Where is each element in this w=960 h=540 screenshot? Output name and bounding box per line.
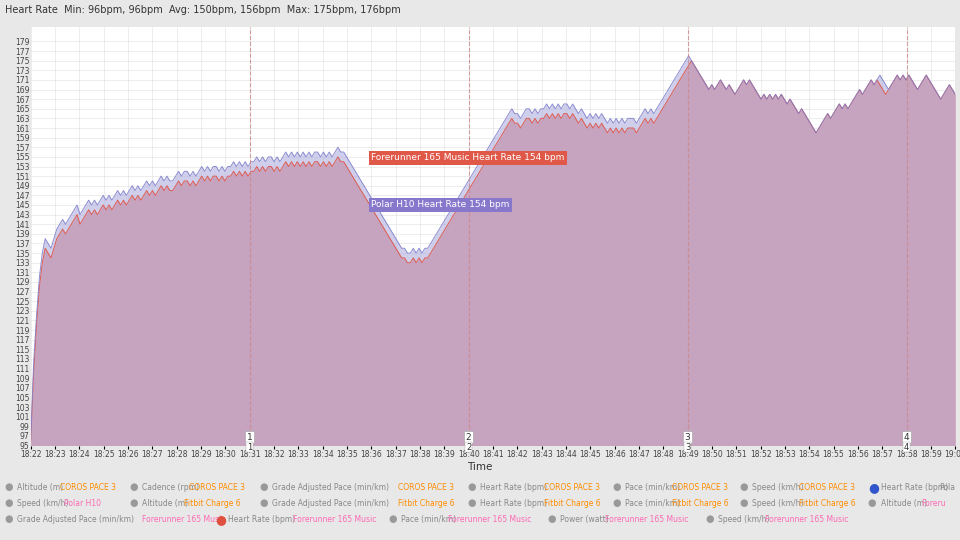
Text: ●: ● [259, 498, 268, 508]
Text: ●: ● [215, 513, 226, 526]
Text: Forerunner 165 Music: Forerunner 165 Music [765, 515, 849, 524]
Text: Polar H10: Polar H10 [64, 499, 102, 508]
Text: Heart Rate (bpm): Heart Rate (bpm) [228, 515, 296, 524]
Text: COROS PACE 3: COROS PACE 3 [189, 483, 245, 491]
Text: 3: 3 [684, 443, 690, 451]
Text: Grade Adjusted Pace (min/km): Grade Adjusted Pace (min/km) [272, 499, 389, 508]
Text: Pace (min/km): Pace (min/km) [625, 483, 680, 491]
Text: Cadence (rpm): Cadence (rpm) [142, 483, 199, 491]
Text: ●: ● [547, 515, 556, 524]
Text: ●: ● [739, 498, 748, 508]
Text: 2: 2 [466, 433, 471, 442]
Text: Forerunner 165 Music: Forerunner 165 Music [293, 515, 376, 524]
Text: COROS PACE 3: COROS PACE 3 [60, 483, 115, 491]
Text: Altitude (m): Altitude (m) [17, 483, 63, 491]
Text: 2: 2 [466, 443, 471, 451]
Text: Polar H10 Heart Rate 154 bpm: Polar H10 Heart Rate 154 bpm [372, 200, 510, 210]
Text: 1: 1 [247, 433, 252, 442]
Text: 4: 4 [903, 433, 909, 442]
Text: ●: ● [259, 482, 268, 492]
Text: Speed (km/h): Speed (km/h) [718, 515, 770, 524]
Text: ●: ● [130, 482, 138, 492]
Text: Heart Rate (bpm): Heart Rate (bpm) [480, 499, 547, 508]
Text: Forerunner 165 Music Heart Rate 154 bpm: Forerunner 165 Music Heart Rate 154 bpm [372, 153, 564, 162]
Text: ●: ● [612, 482, 621, 492]
Text: 3: 3 [684, 433, 690, 442]
Text: Pace (min/km): Pace (min/km) [625, 499, 680, 508]
Text: 4: 4 [904, 443, 909, 451]
Text: ●: ● [739, 482, 748, 492]
Text: COROS PACE 3: COROS PACE 3 [544, 483, 600, 491]
Text: Foreru: Foreru [922, 499, 947, 508]
Text: Fitbit Charge 6: Fitbit Charge 6 [184, 499, 241, 508]
Text: Heart Rate  Min: 96bpm, 96bpm  Avg: 150bpm, 156bpm  Max: 175bpm, 176bpm: Heart Rate Min: 96bpm, 96bpm Avg: 150bpm… [5, 5, 400, 16]
Text: Altitude (m): Altitude (m) [142, 499, 188, 508]
Text: Speed (km/h): Speed (km/h) [752, 483, 804, 491]
Text: ●: ● [5, 498, 13, 508]
Text: Fitbit Charge 6: Fitbit Charge 6 [398, 499, 455, 508]
Text: Grade Adjusted Pace (min/km): Grade Adjusted Pace (min/km) [272, 483, 389, 491]
Text: 1: 1 [247, 443, 252, 451]
Text: Power (watt): Power (watt) [560, 515, 609, 524]
Text: ●: ● [468, 482, 476, 492]
Text: Fitbit Charge 6: Fitbit Charge 6 [544, 499, 601, 508]
Text: COROS PACE 3: COROS PACE 3 [799, 483, 854, 491]
Text: Forerunner 165 Music: Forerunner 165 Music [448, 515, 532, 524]
Text: Heart Rate (bpm): Heart Rate (bpm) [480, 483, 547, 491]
Text: ●: ● [5, 515, 13, 524]
Text: ●: ● [389, 515, 397, 524]
Text: ●: ● [612, 498, 621, 508]
Text: Pola: Pola [939, 483, 955, 491]
Text: Grade Adjusted Pace (min/km): Grade Adjusted Pace (min/km) [17, 515, 134, 524]
Text: Forerunner 165 Music: Forerunner 165 Music [142, 515, 226, 524]
Text: Pace (min/km): Pace (min/km) [401, 515, 456, 524]
Text: Time: Time [468, 462, 492, 472]
Text: Fitbit Charge 6: Fitbit Charge 6 [799, 499, 855, 508]
Text: Forerunner 165 Music: Forerunner 165 Music [605, 515, 688, 524]
Text: COROS PACE 3: COROS PACE 3 [672, 483, 728, 491]
Text: ●: ● [868, 481, 878, 494]
Text: ●: ● [5, 482, 13, 492]
Text: Speed (km/h): Speed (km/h) [752, 499, 804, 508]
Text: ●: ● [706, 515, 714, 524]
Text: ●: ● [868, 498, 876, 508]
Text: Fitbit Charge 6: Fitbit Charge 6 [672, 499, 729, 508]
Text: Heart Rate (bpm): Heart Rate (bpm) [881, 483, 948, 491]
Text: ●: ● [468, 498, 476, 508]
Text: COROS PACE 3: COROS PACE 3 [398, 483, 454, 491]
Text: ●: ● [130, 498, 138, 508]
Text: Altitude (m): Altitude (m) [881, 499, 927, 508]
Text: Speed (km/h): Speed (km/h) [17, 499, 69, 508]
